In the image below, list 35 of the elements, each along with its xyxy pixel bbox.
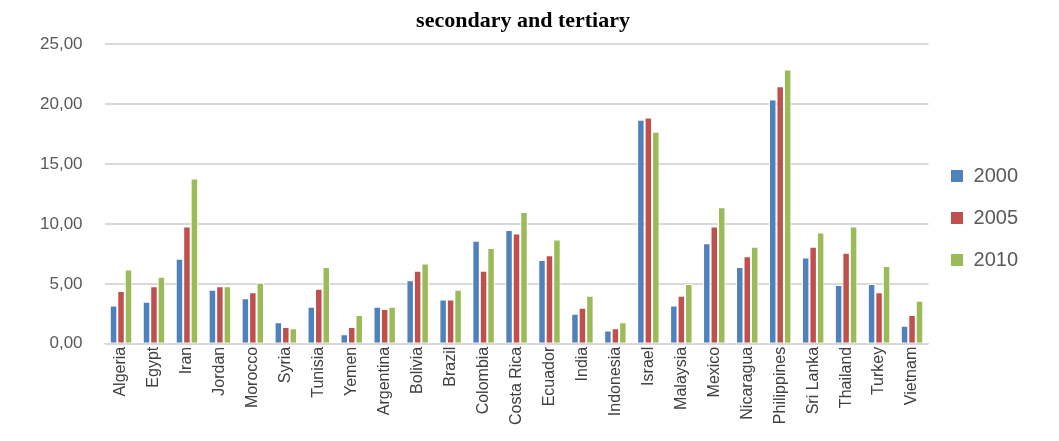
x-tick-label: Vietnam [902,346,920,406]
x-tick-label: Colombia [473,346,491,415]
chart-title: secondary and tertiary [416,6,630,32]
y-tick-label: 25,00 [39,34,83,54]
legend-label: 2010 [973,247,1019,270]
y-tick-label: 20,00 [39,93,83,113]
y-tick-label: 5,00 [49,273,83,293]
x-tick-label: Brazil [441,346,459,387]
x-tick-label: Costa Rica [506,346,524,425]
y-tick-label: 0,00 [49,333,83,353]
x-tick-label: Morocco [243,346,261,409]
x-tick-label: Jordan [210,346,228,396]
x-tick-label: Algeria [111,346,129,397]
x-tick-label: Egypt [144,346,162,388]
x-tick-label: Israel [638,346,656,386]
legend-label: 2005 [973,205,1019,228]
legend-label: 2000 [973,163,1019,186]
x-tick-label: Syria [276,346,294,384]
x-tick-label: Malaysia [671,346,689,410]
x-tick-label: Bolivia [408,346,426,394]
x-tick-label: India [572,346,590,382]
x-tick-label: Sri Lanka [803,346,821,415]
x-tick-label: Mexico [704,346,722,398]
x-tick-label: Tunisia [309,346,327,398]
x-tick-label: Indonesia [605,346,623,417]
x-tick-label: Nicaragua [737,346,755,420]
x-tick-label: Thailand [836,346,854,409]
x-tick-label: Ecuador [539,346,557,407]
x-tick-label: Yemen [342,346,360,396]
y-tick-label: 10,00 [39,213,83,233]
x-tick-label: Iran [177,346,195,375]
x-tick-label: Argentina [375,346,393,416]
y-tick-label: 15,00 [39,153,83,173]
x-tick-label: Philippines [770,346,788,425]
x-tick-label: Turkey [869,346,887,396]
